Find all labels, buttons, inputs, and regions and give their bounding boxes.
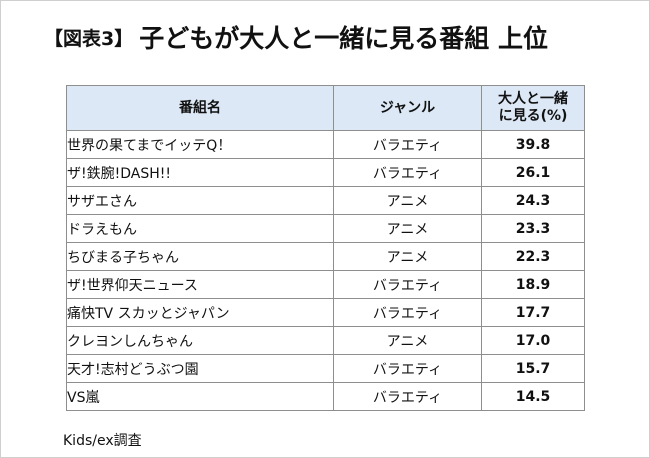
program-name-cell: ザ!鉄腕!DASH!!: [66, 158, 334, 187]
table-row: ザ!世界仰天ニュース バラエティ 18.9: [66, 270, 585, 299]
ranking-table: 番組名 ジャンル 大人と一緒 に見る(%) 世界の果てまでイッテQ！ バラエティ 3…: [66, 85, 585, 411]
table-row: クレヨンしんちゃん アニメ 17.0: [66, 326, 585, 355]
percent-value-cell: 23.3: [481, 214, 585, 243]
percent-value-cell: 24.3: [481, 186, 585, 215]
chart-title: 【図表3】 子どもが大人と一緒に見る番組 上位: [44, 19, 548, 55]
figure-number-label: 【図表3】: [44, 28, 134, 50]
title-text: 子どもが大人と一緒に見る番組 上位: [139, 24, 548, 53]
percent-value-cell: 18.9: [481, 270, 585, 299]
genre-cell: バラエティ: [333, 158, 482, 187]
genre-cell: バラエティ: [333, 382, 482, 411]
table-header-row: 番組名 ジャンル 大人と一緒 に見る(%): [66, 85, 585, 131]
percent-value-cell: 17.7: [481, 298, 585, 327]
table-row: サザエさん アニメ 24.3: [66, 186, 585, 215]
program-name-cell: 痛快TV スカッとジャパン: [66, 298, 334, 327]
table-row: ちびまる子ちゃん アニメ 22.3: [66, 242, 585, 271]
table-row: ドラえもん アニメ 23.3: [66, 214, 585, 243]
table-row: VS嵐 バラエティ 14.5: [66, 382, 585, 411]
table-row: 天才!志村どうぶつ園 バラエティ 15.7: [66, 354, 585, 383]
program-name-cell: クレヨンしんちゃん: [66, 326, 334, 355]
percent-value-cell: 22.3: [481, 242, 585, 271]
genre-cell: バラエティ: [333, 298, 482, 327]
genre-cell: アニメ: [333, 214, 482, 243]
genre-cell: バラエティ: [333, 130, 482, 159]
column-header-genre: ジャンル: [333, 85, 482, 131]
program-name-cell: サザエさん: [66, 186, 334, 215]
percent-value-cell: 26.1: [481, 158, 585, 187]
genre-cell: アニメ: [333, 326, 482, 355]
table-row: 世界の果てまでイッテQ！ バラエティ 39.8: [66, 130, 585, 159]
percent-value-cell: 14.5: [481, 382, 585, 411]
percent-value-cell: 17.0: [481, 326, 585, 355]
genre-cell: アニメ: [333, 242, 482, 271]
program-name-cell: 天才!志村どうぶつ園: [66, 354, 334, 383]
program-name-cell: VS嵐: [66, 382, 334, 411]
table-row: 痛快TV スカッとジャパン バラエティ 17.7: [66, 298, 585, 327]
genre-cell: バラエティ: [333, 270, 482, 299]
table-body: 世界の果てまでイッテQ！ バラエティ 39.8 ザ!鉄腕!DASH!! バラエティ 26.…: [66, 130, 585, 411]
column-header-percent: 大人と一緒 に見る(%): [481, 85, 585, 131]
genre-cell: バラエティ: [333, 354, 482, 383]
program-name-cell: ザ!世界仰天ニュース: [66, 270, 334, 299]
table-row: ザ!鉄腕!DASH!! バラエティ 26.1: [66, 158, 585, 187]
column-header-program: 番組名: [66, 85, 334, 131]
program-name-cell: ちびまる子ちゃん: [66, 242, 334, 271]
source-note: Kids/ex調査: [63, 433, 142, 449]
genre-cell: アニメ: [333, 186, 482, 215]
program-name-cell: ドラえもん: [66, 214, 334, 243]
percent-value-cell: 15.7: [481, 354, 585, 383]
program-name-cell: 世界の果てまでイッテQ！: [66, 130, 334, 159]
percent-value-cell: 39.8: [481, 130, 585, 159]
